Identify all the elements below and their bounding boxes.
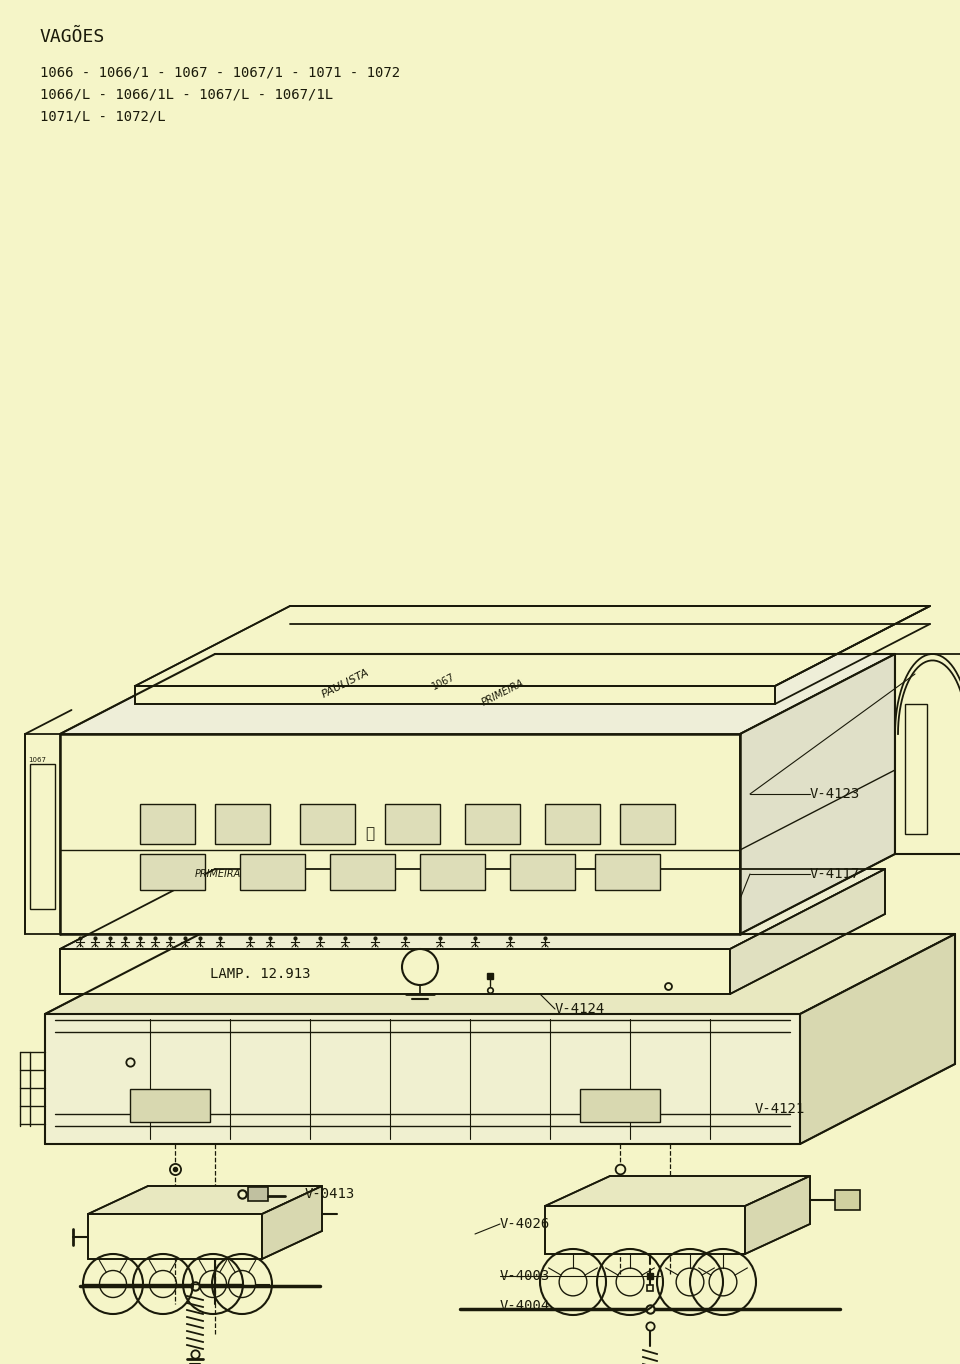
Polygon shape [385, 803, 440, 844]
Text: VAGÕES: VAGÕES [40, 29, 106, 46]
Polygon shape [545, 1176, 810, 1206]
Text: V-4121: V-4121 [755, 1102, 805, 1116]
Polygon shape [545, 1206, 745, 1254]
Text: V-4004: V-4004 [500, 1299, 550, 1314]
Polygon shape [140, 803, 195, 844]
Text: 1066/L - 1066/1L - 1067/L - 1067/1L: 1066/L - 1066/1L - 1067/L - 1067/1L [40, 89, 333, 102]
Polygon shape [215, 803, 270, 844]
Polygon shape [620, 803, 675, 844]
Text: LAMP. 12.913: LAMP. 12.913 [210, 967, 310, 981]
Polygon shape [140, 854, 205, 889]
Polygon shape [730, 869, 885, 994]
Text: V-4123: V-4123 [810, 787, 860, 801]
Polygon shape [905, 704, 927, 833]
Polygon shape [88, 1214, 262, 1259]
Text: V-4117: V-4117 [810, 868, 860, 881]
Polygon shape [60, 949, 730, 994]
Text: V-4026: V-4026 [500, 1217, 550, 1230]
Text: 1066 - 1066/1 - 1067 - 1067/1 - 1071 - 1072: 1066 - 1066/1 - 1067 - 1067/1 - 1071 - 1… [40, 65, 400, 79]
Polygon shape [545, 803, 600, 844]
Polygon shape [135, 606, 930, 686]
Text: 1071/L - 1072/L: 1071/L - 1072/L [40, 110, 166, 124]
Polygon shape [595, 854, 660, 889]
Text: 1067: 1067 [430, 672, 457, 692]
Text: PRIMEIRA: PRIMEIRA [195, 869, 241, 878]
Polygon shape [262, 1187, 322, 1259]
Polygon shape [240, 854, 305, 889]
Polygon shape [300, 803, 355, 844]
Polygon shape [510, 854, 575, 889]
Polygon shape [45, 934, 955, 1013]
Polygon shape [135, 686, 775, 704]
Polygon shape [745, 1176, 810, 1254]
Text: V-0413: V-0413 [305, 1187, 355, 1200]
Text: PAULISTA: PAULISTA [320, 667, 371, 700]
Polygon shape [330, 854, 395, 889]
Polygon shape [800, 934, 955, 1144]
Polygon shape [465, 803, 520, 844]
Text: Ⓟ: Ⓟ [366, 827, 374, 842]
Polygon shape [88, 1187, 322, 1214]
Text: PRIMEIRA: PRIMEIRA [480, 678, 526, 708]
Text: V-4124: V-4124 [555, 1003, 605, 1016]
Polygon shape [45, 1013, 800, 1144]
Polygon shape [60, 653, 895, 734]
Polygon shape [580, 1088, 660, 1123]
Polygon shape [740, 653, 895, 934]
Polygon shape [835, 1189, 860, 1210]
Polygon shape [248, 1187, 268, 1200]
Polygon shape [60, 734, 740, 934]
Text: 1067: 1067 [28, 757, 46, 762]
Polygon shape [60, 869, 885, 949]
Polygon shape [25, 734, 60, 934]
Polygon shape [130, 1088, 210, 1123]
Polygon shape [895, 653, 960, 854]
Text: V-4003: V-4003 [500, 1269, 550, 1284]
Polygon shape [30, 764, 55, 908]
Polygon shape [420, 854, 485, 889]
